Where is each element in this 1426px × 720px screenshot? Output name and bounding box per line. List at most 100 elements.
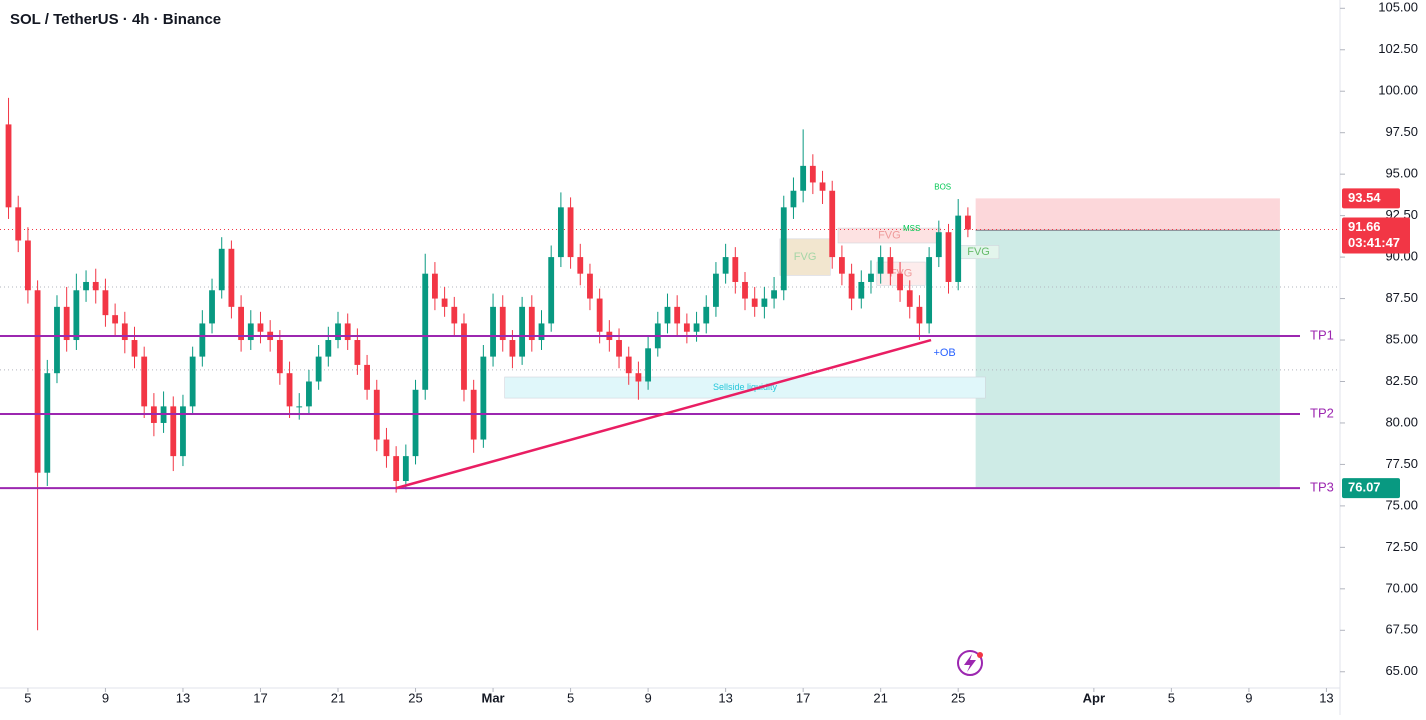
candle-body xyxy=(761,298,768,307)
candle-body xyxy=(480,356,487,440)
x-tick-label: Apr xyxy=(1083,690,1105,705)
candle-body xyxy=(344,323,351,341)
candle-body xyxy=(499,306,506,341)
candle-body xyxy=(490,306,496,357)
candle-body xyxy=(112,315,119,324)
y-tick-label: 67.50 xyxy=(1385,622,1418,637)
zone-label: FVG xyxy=(967,246,990,258)
candle-body xyxy=(819,182,826,191)
candle-body xyxy=(587,273,593,299)
candle-body xyxy=(703,306,710,324)
position-target-zone xyxy=(975,230,1280,489)
x-tick-label: 21 xyxy=(873,690,887,705)
candle-body xyxy=(800,165,807,191)
candle-body xyxy=(548,257,555,324)
x-tick-label: 25 xyxy=(408,690,422,705)
x-tick-label: 13 xyxy=(1319,690,1333,705)
trendline xyxy=(395,338,932,490)
candle-body xyxy=(131,340,138,357)
y-tick-label: 77.50 xyxy=(1385,456,1418,471)
candle-body xyxy=(402,456,409,482)
candle-body xyxy=(15,207,22,241)
candle-body xyxy=(577,257,584,274)
candle-body xyxy=(209,290,215,324)
marker-label: +OB xyxy=(933,347,955,359)
x-tick-label: 21 xyxy=(331,690,345,705)
candle-body xyxy=(713,273,719,307)
candle-body xyxy=(868,273,874,282)
candle-body xyxy=(916,306,923,324)
zone-label: FVG xyxy=(878,229,901,241)
candle-body xyxy=(325,340,332,357)
candle-body xyxy=(228,248,235,307)
y-tick-label: 72.50 xyxy=(1385,539,1418,554)
y-tick-label: 105.00 xyxy=(1378,0,1418,15)
y-tick-label: 82.50 xyxy=(1385,373,1418,388)
candle-body xyxy=(199,323,206,357)
candle-body xyxy=(73,290,80,341)
candle-body xyxy=(383,439,390,457)
candle-body xyxy=(645,348,652,382)
x-tick-label: 9 xyxy=(1245,690,1252,705)
y-tick-label: 70.00 xyxy=(1385,580,1418,595)
candle-body xyxy=(839,257,845,274)
candle-body xyxy=(848,273,855,299)
candle-body xyxy=(964,215,971,230)
candle-body xyxy=(315,356,322,382)
x-tick-label: 25 xyxy=(951,690,965,705)
y-tick-label: 80.00 xyxy=(1385,414,1418,429)
candle-body xyxy=(887,257,894,274)
last-price-label: 91.66 xyxy=(1348,219,1381,234)
x-tick-label: 17 xyxy=(796,690,810,705)
plot: FVG FVG FVG FVG Sellside liquidity TP1 TP2 TP3 B… xyxy=(0,97,1340,631)
candle-body xyxy=(44,373,51,473)
candle-body xyxy=(63,306,70,341)
candle-body xyxy=(509,340,516,357)
y-tick-label: 95.00 xyxy=(1385,166,1418,181)
candle-body xyxy=(926,257,933,324)
candle-body xyxy=(422,273,429,390)
candle-body xyxy=(180,406,186,457)
y-tick-label: 75.00 xyxy=(1385,497,1418,512)
candle-body xyxy=(955,215,962,282)
x-tick-label: Mar xyxy=(481,690,504,705)
candle-body xyxy=(364,364,370,390)
candle-body xyxy=(616,340,622,357)
y-tick-label: 97.50 xyxy=(1385,124,1418,139)
candle-body xyxy=(635,373,642,382)
zone xyxy=(504,376,986,399)
candle-body xyxy=(742,281,748,299)
candle-body xyxy=(722,257,729,274)
candle-body xyxy=(693,323,700,332)
candle-body xyxy=(306,381,312,407)
x-tick-label: 9 xyxy=(102,690,109,705)
replay-icon[interactable] xyxy=(957,650,983,676)
candle-body xyxy=(257,323,264,332)
position-stop-zone xyxy=(975,198,1280,231)
candle-body xyxy=(451,306,458,324)
target-price-tag-label: 76.07 xyxy=(1348,480,1381,495)
x-tick-label: 13 xyxy=(176,690,190,705)
candle-body xyxy=(945,232,952,282)
candle-body xyxy=(751,298,758,307)
stop-price-tag xyxy=(1342,188,1400,209)
candle-body xyxy=(897,273,903,291)
last-price-tag xyxy=(1342,217,1410,254)
candle-body xyxy=(771,290,777,299)
zone-label: Sellside liquidity xyxy=(713,382,778,392)
candle-body xyxy=(247,323,254,341)
candle-body xyxy=(441,298,448,307)
candle-body xyxy=(780,207,787,291)
candle-body xyxy=(829,190,836,258)
candle-body xyxy=(906,290,913,307)
x-tick-label: 5 xyxy=(567,690,574,705)
candle-body xyxy=(92,281,99,291)
x-tick-label: 5 xyxy=(24,690,31,705)
candle-body xyxy=(596,298,603,332)
candle-body xyxy=(286,373,293,407)
candle-body xyxy=(935,232,942,258)
candle-body xyxy=(809,165,816,183)
target-price-tag xyxy=(1342,478,1400,499)
candle-body xyxy=(432,273,438,299)
